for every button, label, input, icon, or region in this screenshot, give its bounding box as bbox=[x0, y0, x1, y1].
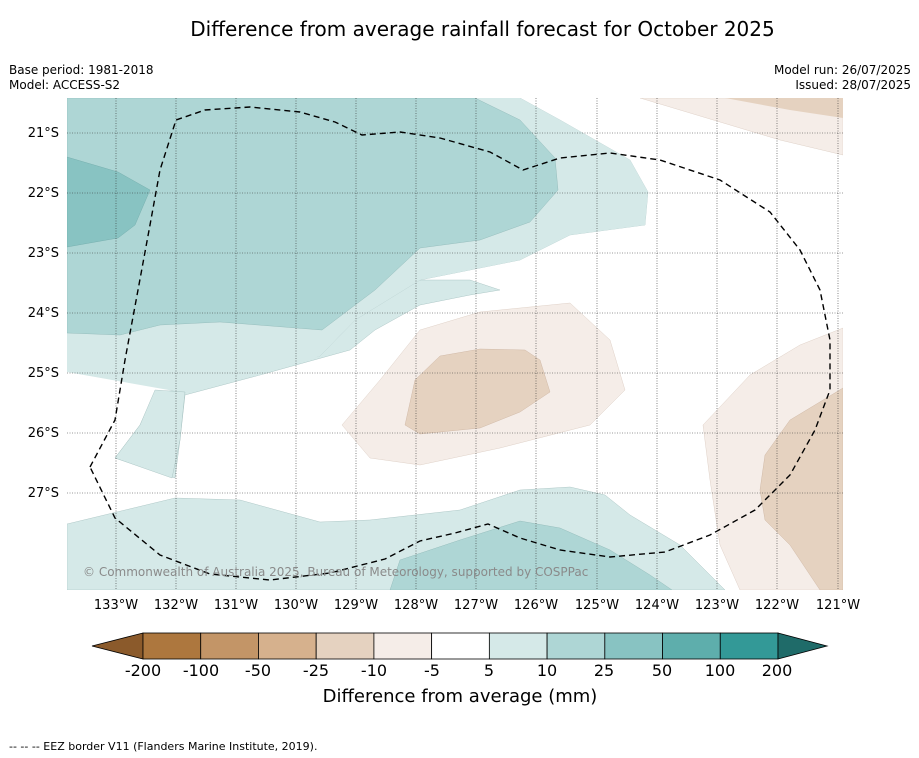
colorbar-low-extend bbox=[91, 632, 144, 660]
colorbar bbox=[91, 632, 829, 660]
colorbar-cell bbox=[719, 632, 779, 660]
longitude-label: 129°W bbox=[333, 598, 379, 613]
model-run-label: Model run: 26/07/2025 bbox=[773, 63, 911, 77]
colorbar-tick-label: -10 bbox=[360, 661, 388, 680]
longitude-label: 122°W bbox=[754, 598, 800, 613]
colorbar-high-extend bbox=[777, 632, 829, 660]
copyright-notice: © Commonwealth of Australia 2025, Bureau… bbox=[83, 565, 589, 579]
colorbar-cell bbox=[662, 632, 721, 660]
rainfall-map bbox=[67, 98, 843, 590]
colorbar-tick-label: -100 bbox=[182, 661, 220, 680]
colorbar-cell bbox=[142, 632, 202, 660]
colorbar-cell bbox=[488, 632, 548, 660]
dry-region-northeast-core bbox=[725, 98, 843, 118]
colorbar-cell bbox=[258, 632, 317, 660]
eez-border bbox=[89, 106, 831, 581]
colorbar-title: Difference from average (mm) bbox=[322, 686, 598, 707]
latitude-label: 23°S bbox=[27, 246, 59, 261]
longitude-label: 133°W bbox=[93, 598, 139, 613]
colorbar-cell bbox=[200, 632, 259, 660]
wet-region-peak bbox=[67, 156, 151, 248]
wet-region-core bbox=[67, 98, 559, 336]
longitude-label: 125°W bbox=[574, 598, 620, 613]
wet-region-west-tongue bbox=[114, 389, 186, 479]
model-label: Model: ACCESS-S2 bbox=[9, 78, 121, 92]
longitude-label: 126°W bbox=[513, 598, 559, 613]
latitude-label: 26°S bbox=[27, 426, 59, 441]
colorbar-cell bbox=[431, 632, 490, 660]
eez-legend-note: -- -- -- EEZ border V11 (Flanders Marine… bbox=[9, 740, 318, 753]
longitude-label: 124°W bbox=[634, 598, 680, 613]
longitude-label: 132°W bbox=[153, 598, 199, 613]
longitude-label: 131°W bbox=[213, 598, 259, 613]
latitude-label: 27°S bbox=[27, 486, 59, 501]
colorbar-tick-label: -200 bbox=[124, 661, 162, 680]
colorbar-tick-label: 50 bbox=[651, 661, 673, 680]
colorbar-cell bbox=[373, 632, 433, 660]
wet-region-south-core bbox=[389, 520, 673, 590]
longitude-label: 127°W bbox=[453, 598, 499, 613]
latitude-label: 24°S bbox=[27, 306, 59, 321]
colorbar-cell bbox=[315, 632, 375, 660]
dry-region-northeast bbox=[639, 98, 843, 156]
base-period-label: Base period: 1981-2018 bbox=[9, 63, 154, 77]
colorbar-tick-label: 200 bbox=[761, 661, 793, 680]
issued-label: Issued: 28/07/2025 bbox=[795, 78, 911, 92]
map-title: Difference from average rainfall forecas… bbox=[190, 17, 775, 41]
longitude-label: 130°W bbox=[273, 598, 319, 613]
latitude-label: 22°S bbox=[27, 186, 59, 201]
longitude-label: 121°W bbox=[815, 598, 861, 613]
longitude-label: 128°W bbox=[393, 598, 439, 613]
latitude-label: 21°S bbox=[27, 126, 59, 141]
longitude-label: 123°W bbox=[694, 598, 740, 613]
colorbar-tick-label: 25 bbox=[593, 661, 615, 680]
map-grid bbox=[67, 98, 843, 590]
colorbar-tick-label: -50 bbox=[244, 661, 272, 680]
colorbar-tick-label: 10 bbox=[536, 661, 558, 680]
colorbar-tick-label: 5 bbox=[483, 661, 495, 680]
colorbar-cell bbox=[604, 632, 663, 660]
dry-region-east-core bbox=[759, 387, 843, 590]
latitude-label: 25°S bbox=[27, 366, 59, 381]
colorbar-tick-label: 100 bbox=[704, 661, 736, 680]
colorbar-tick-label: -5 bbox=[424, 661, 440, 680]
colorbar-cell bbox=[546, 632, 606, 660]
dry-region-central-core bbox=[404, 348, 551, 435]
colorbar-tick-label: -25 bbox=[302, 661, 330, 680]
